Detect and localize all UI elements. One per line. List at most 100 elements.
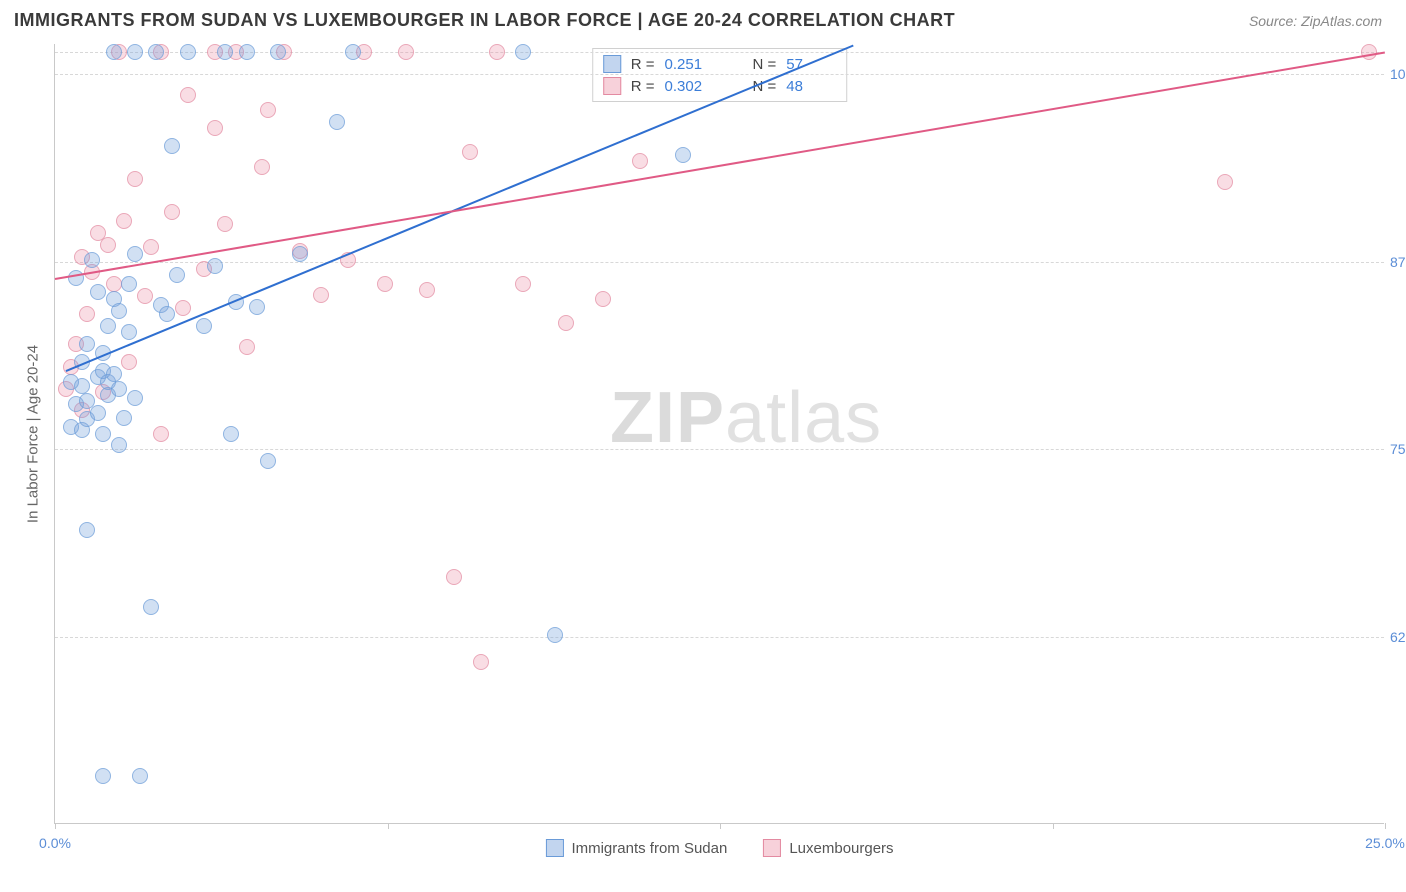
data-point <box>239 339 255 355</box>
data-point <box>63 374 79 390</box>
data-point <box>116 213 132 229</box>
legend-swatch-b-icon <box>763 839 781 857</box>
correlation-legend: R = 0.251 N = 57 R = 0.302 N = 48 <box>592 48 848 102</box>
data-point <box>121 354 137 370</box>
r-label-a: R = <box>631 56 655 73</box>
gridline <box>55 637 1384 638</box>
data-point <box>121 276 137 292</box>
data-point <box>1217 174 1233 190</box>
y-tick-label: 87.5% <box>1390 254 1406 270</box>
data-point <box>239 44 255 60</box>
data-point <box>132 768 148 784</box>
swatch-b-icon <box>603 77 621 95</box>
data-point <box>127 390 143 406</box>
data-point <box>462 144 478 160</box>
data-point <box>196 318 212 334</box>
n-value-b: 48 <box>786 78 836 95</box>
data-point <box>515 44 531 60</box>
swatch-a-icon <box>603 55 621 73</box>
chart-title: IMMIGRANTS FROM SUDAN VS LUXEMBOURGER IN… <box>14 10 955 31</box>
y-tick-label: 62.5% <box>1390 629 1406 645</box>
data-point <box>121 324 137 340</box>
y-tick-label: 75.0% <box>1390 441 1406 457</box>
data-point <box>446 569 462 585</box>
chart-container: In Labor Force | Age 20-24 ZIPatlas R = … <box>14 44 1390 884</box>
plot-area: In Labor Force | Age 20-24 ZIPatlas R = … <box>54 44 1384 824</box>
n-label-a: N = <box>753 56 777 73</box>
data-point <box>111 437 127 453</box>
watermark-zip: ZIP <box>610 378 725 458</box>
data-point <box>95 768 111 784</box>
data-point <box>419 282 435 298</box>
data-point <box>111 381 127 397</box>
source-attribution: Source: ZipAtlas.com <box>1249 13 1382 29</box>
data-point <box>127 44 143 60</box>
correlation-row-b: R = 0.302 N = 48 <box>603 75 837 97</box>
data-point <box>106 276 122 292</box>
data-point <box>398 44 414 60</box>
data-point <box>270 44 286 60</box>
data-point <box>137 288 153 304</box>
legend-swatch-a-icon <box>545 839 563 857</box>
data-point <box>143 599 159 615</box>
x-tick <box>720 823 721 829</box>
data-point <box>254 159 270 175</box>
data-point <box>547 627 563 643</box>
gridline <box>55 74 1384 75</box>
data-point <box>675 147 691 163</box>
data-point <box>153 426 169 442</box>
data-point <box>111 303 127 319</box>
gridline <box>55 449 1384 450</box>
data-point <box>632 153 648 169</box>
data-point <box>164 204 180 220</box>
watermark-rest: atlas <box>725 378 882 458</box>
data-point <box>180 44 196 60</box>
data-point <box>100 318 116 334</box>
r-label-b: R = <box>631 78 655 95</box>
data-point <box>95 426 111 442</box>
data-point <box>100 237 116 253</box>
x-tick <box>1385 823 1386 829</box>
data-point <box>159 306 175 322</box>
x-tick <box>388 823 389 829</box>
data-point <box>106 44 122 60</box>
data-point <box>143 239 159 255</box>
data-point <box>595 291 611 307</box>
data-point <box>116 410 132 426</box>
data-point <box>207 120 223 136</box>
data-point <box>90 284 106 300</box>
data-point <box>106 366 122 382</box>
data-point <box>377 276 393 292</box>
legend-item-a: Immigrants from Sudan <box>545 839 727 857</box>
data-point <box>79 336 95 352</box>
x-tick <box>55 823 56 829</box>
y-tick-label: 100.0% <box>1390 66 1406 82</box>
data-point <box>217 216 233 232</box>
data-point <box>84 252 100 268</box>
legend-label-b: Luxembourgers <box>789 840 893 857</box>
data-point <box>515 276 531 292</box>
data-point <box>558 315 574 331</box>
data-point <box>169 267 185 283</box>
x-tick-label: 25.0% <box>1365 835 1405 851</box>
series-legend: Immigrants from Sudan Luxembourgers <box>545 839 893 857</box>
data-point <box>217 44 233 60</box>
r-value-a: 0.251 <box>665 56 715 73</box>
data-point <box>260 453 276 469</box>
data-point <box>249 299 265 315</box>
correlation-row-a: R = 0.251 N = 57 <box>603 53 837 75</box>
data-point <box>489 44 505 60</box>
data-point <box>148 44 164 60</box>
data-point <box>292 246 308 262</box>
data-point <box>164 138 180 154</box>
data-point <box>90 405 106 421</box>
data-point <box>329 114 345 130</box>
data-point <box>207 258 223 274</box>
data-point <box>79 306 95 322</box>
legend-item-b: Luxembourgers <box>763 839 893 857</box>
data-point <box>79 522 95 538</box>
x-tick <box>1053 823 1054 829</box>
r-value-b: 0.302 <box>665 78 715 95</box>
chart-header: IMMIGRANTS FROM SUDAN VS LUXEMBOURGER IN… <box>0 0 1406 39</box>
x-tick-label: 0.0% <box>39 835 71 851</box>
